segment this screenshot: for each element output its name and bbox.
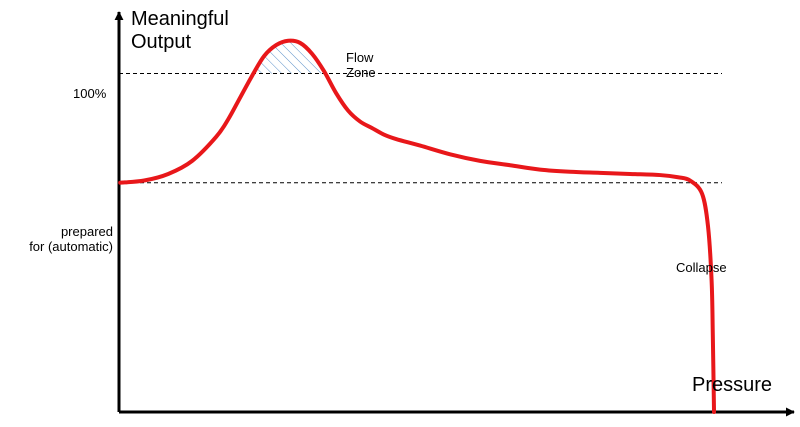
y-tick-label-prepared: prepared for (automatic)	[29, 224, 113, 255]
series-line-output	[118, 38, 717, 414]
y-tick-label-prepared-line2: for (automatic)	[29, 238, 113, 254]
flow-zone-label: Flow Zone	[346, 50, 376, 81]
flow-zone-label-line1: Flow	[346, 50, 374, 65]
flow-zone-group	[253, 40, 326, 74]
collapse-label: Collapse	[676, 260, 727, 275]
x-axis-label: Pressure	[692, 374, 773, 396]
axes	[114, 11, 795, 417]
flow-zone-label-line2: Zone	[346, 64, 376, 80]
y-axis-label: Meaningful Output	[131, 8, 229, 54]
flow-zone-hatch	[253, 40, 326, 74]
y-axis-label-line1: Meaningful	[131, 8, 229, 30]
curve-group	[118, 38, 717, 414]
y-tick-label-prepared-line1: prepared	[60, 224, 113, 239]
y-tick-label-100: 100%	[73, 86, 107, 101]
y-axis-label-line2: Output	[131, 31, 192, 53]
reference-lines	[119, 73, 722, 184]
